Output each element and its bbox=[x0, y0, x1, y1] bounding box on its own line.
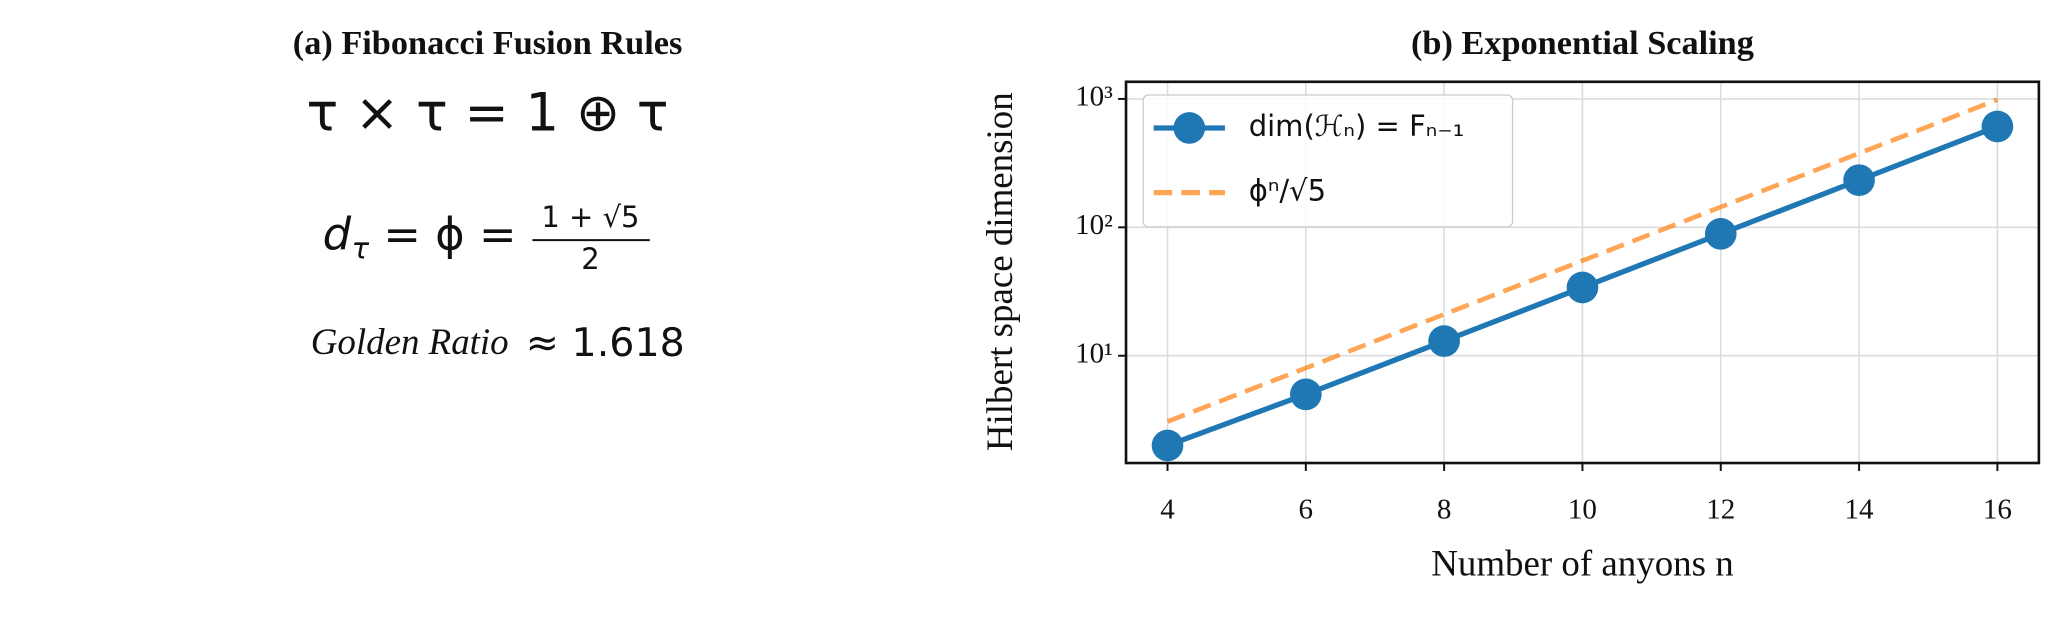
formula-denominator: 2 bbox=[581, 242, 599, 276]
data-point bbox=[1843, 164, 1875, 196]
y-axis-label: Hilbert space dimension bbox=[979, 92, 1020, 451]
x-tick-label: 10 bbox=[1568, 493, 1597, 525]
chart-title: (b) Exponential Scaling bbox=[1411, 24, 1754, 62]
fusion-rule: τ × τ = 1 ⊕ τ bbox=[307, 83, 669, 144]
legend-label: dim(ℋₙ) = Fₙ₋₁ bbox=[1249, 109, 1465, 143]
data-point bbox=[1566, 271, 1599, 304]
formula-middle: = ϕ = bbox=[383, 207, 516, 260]
data-point bbox=[1151, 429, 1184, 462]
x-tick-label: 14 bbox=[1845, 493, 1875, 525]
legend-box bbox=[1142, 94, 1514, 228]
formula-lhs: d bbox=[323, 207, 352, 260]
plot-area: 4 6 8 10 12 14 16 10¹ 10² 10³ dim(ℋₙ) = Fₙ₋₁ ϕⁿ/√5 bbox=[1075, 80, 2041, 525]
golden-ratio-value: ≈ 1.618 bbox=[526, 320, 685, 366]
series-line bbox=[1166, 97, 1999, 424]
y-tick-label: 10¹ bbox=[1075, 337, 1113, 369]
data-point bbox=[1981, 110, 2014, 143]
formula-numerator: 1 + √5 bbox=[541, 200, 639, 234]
y-tick-label: 10³ bbox=[1075, 81, 1113, 113]
axes-frame bbox=[1124, 80, 2041, 465]
formula-subscript: τ bbox=[352, 232, 370, 266]
legend-marker bbox=[1173, 112, 1206, 144]
x-tick-label: 4 bbox=[1160, 493, 1175, 525]
golden-ratio-label: Golden Ratio bbox=[311, 321, 509, 362]
x-tick-label: 16 bbox=[1983, 493, 2012, 525]
x-tick-label: 12 bbox=[1706, 493, 1735, 525]
x-tick-label: 6 bbox=[1299, 493, 1314, 525]
data-point bbox=[1704, 217, 1737, 250]
data-point bbox=[1289, 378, 1322, 411]
data-point bbox=[1428, 325, 1460, 357]
x-tick-label: 8 bbox=[1437, 493, 1452, 525]
x-axis-label: Number of anyons n bbox=[1431, 543, 1734, 584]
panel-title: (a) Fibonacci Fusion Rules bbox=[293, 24, 683, 62]
legend-label: ϕⁿ/√5 bbox=[1249, 174, 1326, 208]
y-tick-label: 10² bbox=[1075, 209, 1113, 241]
